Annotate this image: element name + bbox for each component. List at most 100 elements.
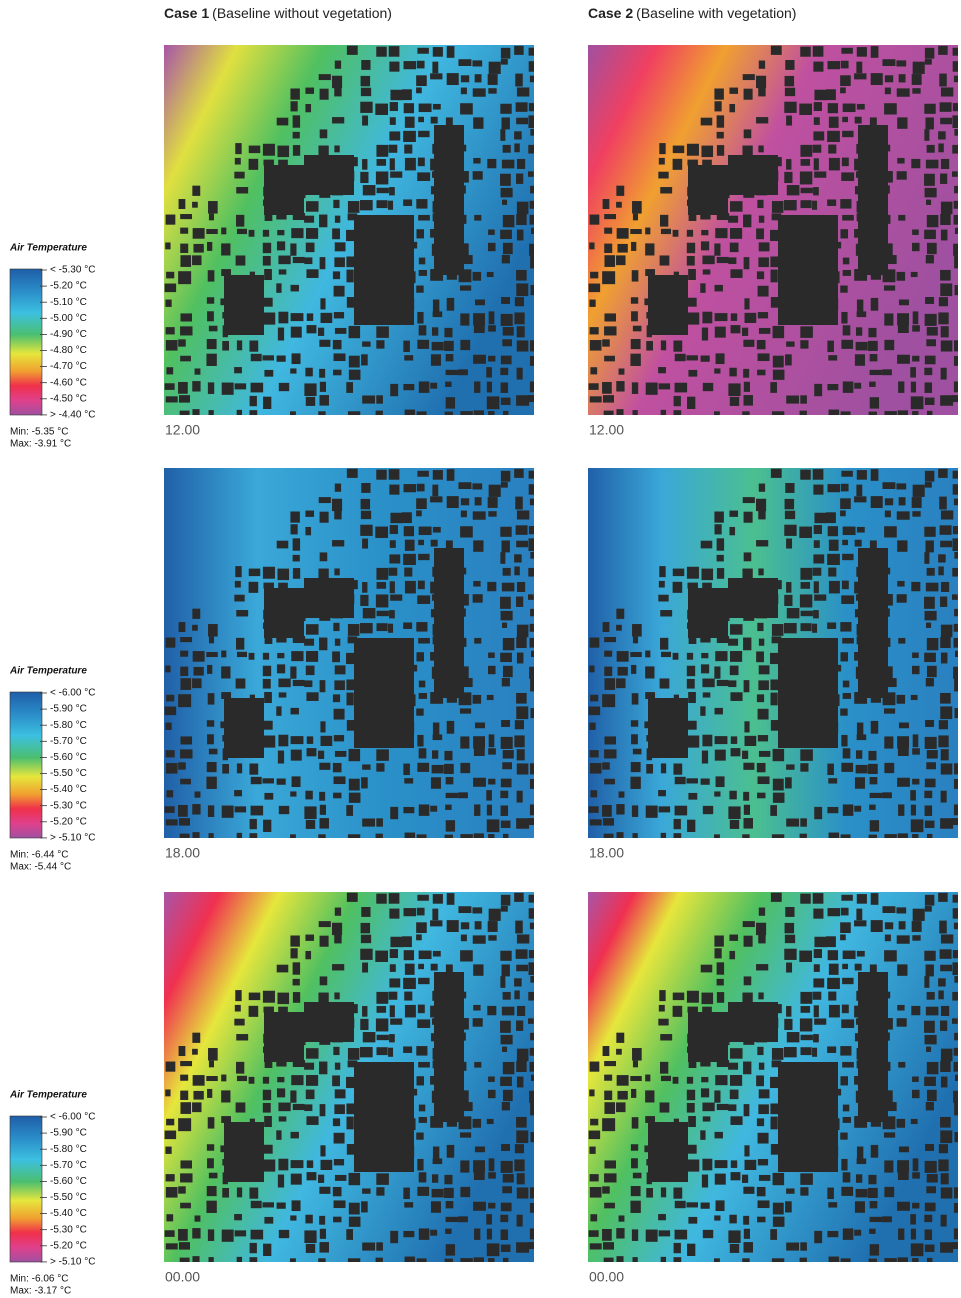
building	[389, 187, 395, 196]
building	[686, 297, 697, 307]
building	[728, 1104, 737, 1112]
building	[828, 832, 840, 838]
building	[334, 934, 342, 944]
building	[502, 665, 513, 678]
building	[758, 145, 764, 153]
building	[701, 229, 709, 236]
building	[883, 171, 893, 183]
building	[841, 470, 853, 477]
building	[926, 833, 933, 838]
building	[516, 367, 523, 380]
building	[192, 804, 201, 815]
building	[800, 818, 807, 827]
building	[529, 623, 534, 632]
building	[528, 395, 534, 403]
building	[488, 1076, 495, 1082]
building	[445, 1244, 456, 1256]
building	[346, 45, 358, 55]
building	[292, 256, 305, 264]
building	[530, 285, 534, 296]
building	[417, 762, 430, 772]
building	[236, 651, 247, 658]
building	[514, 978, 522, 987]
building	[193, 243, 204, 253]
building	[744, 721, 750, 733]
building	[178, 818, 190, 826]
building	[912, 1172, 920, 1179]
building	[856, 908, 863, 921]
building	[403, 763, 410, 776]
building	[334, 257, 345, 268]
building	[770, 892, 782, 902]
building	[940, 596, 948, 607]
building	[631, 270, 639, 282]
building	[319, 339, 331, 347]
building	[702, 311, 713, 324]
building	[758, 1104, 769, 1115]
building	[488, 1158, 495, 1172]
building	[897, 964, 908, 976]
building	[180, 1202, 191, 1209]
building	[207, 1117, 215, 1129]
building	[730, 228, 743, 239]
building	[529, 355, 534, 366]
building	[418, 692, 427, 699]
building	[897, 777, 910, 787]
building	[166, 1214, 174, 1222]
building	[954, 1132, 958, 1143]
building	[514, 1144, 525, 1154]
building	[840, 199, 852, 209]
building	[236, 1256, 243, 1262]
building	[375, 950, 389, 962]
legend-label: -4.90 °C	[50, 329, 87, 340]
building	[616, 1102, 626, 1113]
legend-label: -5.10 °C	[50, 297, 87, 308]
building	[630, 776, 641, 789]
building	[516, 1048, 529, 1062]
building	[165, 1089, 171, 1097]
building	[416, 60, 425, 69]
building	[516, 1173, 525, 1185]
building	[530, 1187, 534, 1199]
building	[672, 1005, 683, 1017]
building	[658, 383, 671, 390]
building	[910, 367, 916, 378]
building	[702, 734, 713, 747]
building	[389, 978, 401, 988]
building	[360, 1018, 369, 1031]
building	[926, 199, 932, 205]
building	[318, 992, 329, 1005]
building	[757, 735, 769, 742]
building	[884, 1186, 895, 1198]
building	[500, 367, 509, 376]
building	[589, 722, 596, 730]
map-panel	[588, 468, 958, 838]
building	[487, 581, 497, 592]
building	[165, 242, 171, 250]
building	[208, 1257, 214, 1262]
building	[445, 777, 454, 785]
building	[910, 804, 917, 816]
building	[686, 355, 698, 361]
building	[486, 790, 492, 801]
building	[528, 908, 534, 919]
building	[235, 990, 242, 1002]
building	[473, 964, 484, 976]
building	[924, 397, 935, 405]
building	[530, 1032, 534, 1041]
building	[333, 1132, 345, 1144]
building	[346, 1103, 359, 1115]
building	[276, 355, 286, 362]
building	[472, 271, 482, 281]
building	[784, 75, 795, 87]
building	[502, 1257, 509, 1262]
building	[488, 1172, 496, 1179]
building	[334, 60, 342, 69]
building	[602, 199, 610, 210]
building	[347, 201, 360, 213]
building	[250, 382, 264, 393]
building	[813, 117, 820, 125]
building	[389, 908, 400, 919]
building	[430, 73, 443, 80]
building	[604, 214, 617, 220]
